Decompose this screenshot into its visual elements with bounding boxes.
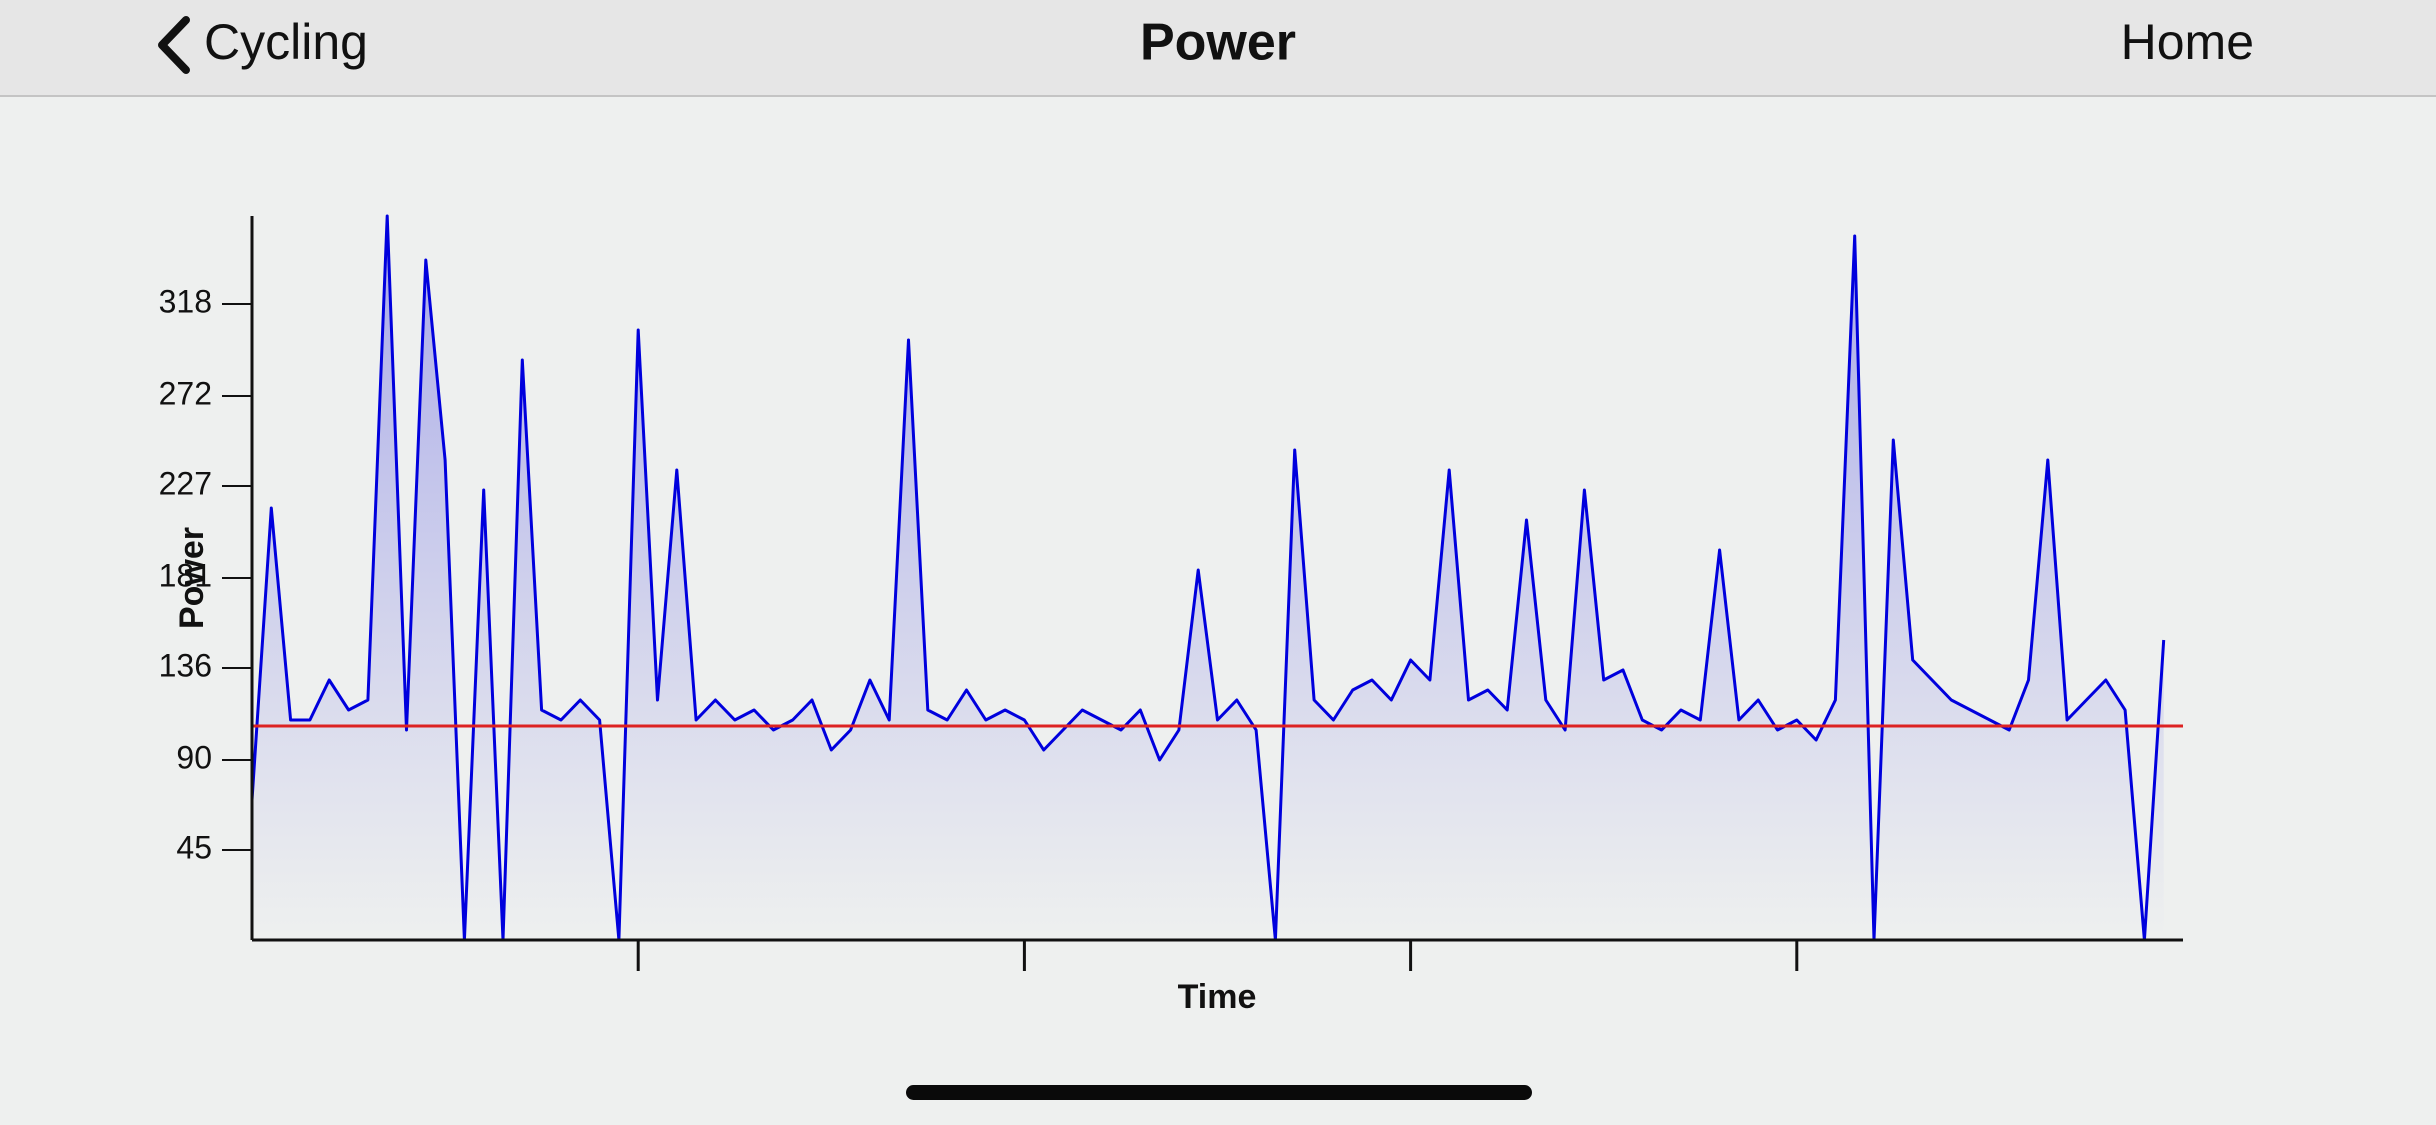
y-tick-label: 318 — [159, 283, 212, 319]
y-tick-label: 136 — [159, 647, 212, 683]
y-tick-label: 45 — [176, 829, 212, 865]
chevron-icon — [158, 16, 190, 74]
y-tick-label: 90 — [176, 739, 212, 775]
y-tick-label: 227 — [159, 465, 212, 501]
y-tick-label: 272 — [159, 375, 212, 411]
nav-bar — [0, 0, 2436, 96]
y-tick-label: 181 — [159, 557, 212, 593]
back-button[interactable]: Cycling — [158, 14, 368, 74]
power-line — [250, 214, 2166, 942]
area-fill — [252, 216, 2164, 940]
home-indicator — [906, 1085, 1532, 1100]
home-button[interactable]: Home — [2121, 14, 2254, 70]
x-axis-label: Time — [1178, 978, 1257, 1016]
y-axis-label: Power — [173, 527, 211, 629]
nav-title: Power — [1140, 14, 1296, 72]
chart: 45 90 136 181 227 272 318 Power Time — [159, 214, 2183, 1016]
back-label[interactable]: Cycling — [204, 14, 368, 70]
